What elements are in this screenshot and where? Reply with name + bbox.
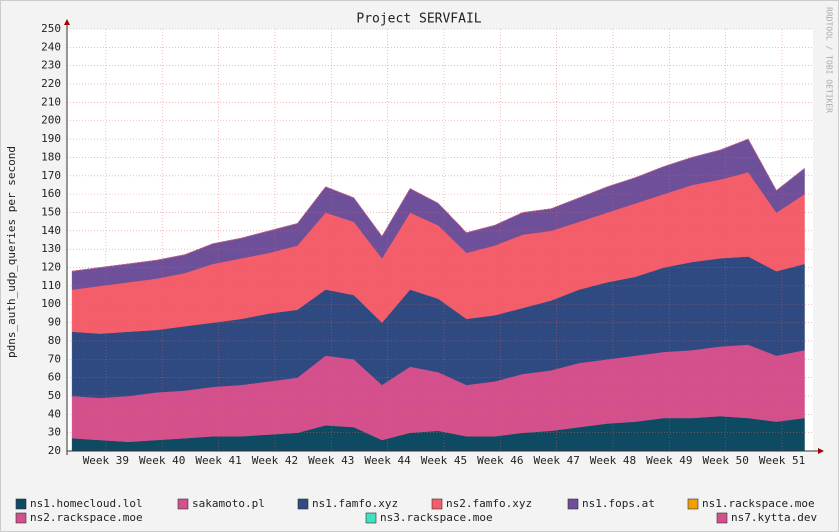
x-tick-label: Week 41 bbox=[195, 454, 241, 467]
legend-label: ns1.homecloud.lol bbox=[30, 497, 143, 510]
x-tick-label: Week 42 bbox=[252, 454, 298, 467]
y-tick-label: 110 bbox=[41, 279, 61, 292]
legend-swatch bbox=[431, 498, 443, 510]
y-tick-label: 100 bbox=[41, 297, 61, 310]
y-tick-label: 120 bbox=[41, 261, 61, 274]
x-tick-label: Week 43 bbox=[308, 454, 354, 467]
grid bbox=[67, 28, 813, 452]
y-tick-label: 60 bbox=[48, 371, 61, 384]
x-tick-label: Week 51 bbox=[759, 454, 805, 467]
x-tick-label: Week 47 bbox=[533, 454, 579, 467]
x-tick-label: Week 39 bbox=[83, 454, 129, 467]
y-tick-label: 220 bbox=[41, 77, 61, 90]
legend-swatch bbox=[716, 512, 728, 524]
y-tick-label: 50 bbox=[48, 389, 61, 402]
y-axis-label: pdns_auth_udp_queries per second bbox=[5, 146, 18, 358]
y-tick-label: 30 bbox=[48, 426, 61, 439]
area bbox=[72, 138, 805, 272]
labels: 20 30 40 50 60 70 80 90 100 110 120 130 140 150 160 170… bbox=[41, 22, 805, 467]
legend-swatch bbox=[567, 498, 579, 510]
y-tick-label: 130 bbox=[41, 242, 61, 255]
areas bbox=[71, 138, 805, 451]
legend-swatch bbox=[15, 498, 27, 510]
x-tick-label: Week 50 bbox=[702, 454, 748, 467]
x-tick-label: Week 40 bbox=[139, 454, 185, 467]
y-tick-label: 250 bbox=[41, 22, 61, 35]
legend: ns1.homecloud.lol sakamoto.pl ns1.famfo.xy… bbox=[15, 497, 817, 524]
y-tick-label: 190 bbox=[41, 132, 61, 145]
legend-label: ns2.famfo.xyz bbox=[446, 497, 532, 510]
legend-label: ns1.fops.at bbox=[582, 497, 655, 510]
legend-swatch bbox=[177, 498, 189, 510]
y-tick-label: 170 bbox=[41, 169, 61, 182]
x-tick-label: Week 45 bbox=[421, 454, 467, 467]
y-tick-label: 70 bbox=[48, 352, 61, 365]
y-tick-label: 150 bbox=[41, 205, 61, 218]
y-tick-label: 230 bbox=[41, 59, 61, 72]
x-tick-label: Week 49 bbox=[646, 454, 692, 467]
legend-swatch bbox=[297, 498, 309, 510]
y-tick-label: 80 bbox=[48, 334, 61, 347]
y-arrow bbox=[64, 19, 70, 25]
y-tick-label: 90 bbox=[48, 316, 61, 329]
legend-label: ns3.rackspace.moe bbox=[380, 511, 493, 524]
x-tick-label: Week 48 bbox=[590, 454, 636, 467]
x-tick-label: Week 44 bbox=[364, 454, 411, 467]
y-tick-label: 240 bbox=[41, 40, 61, 53]
legend-swatch bbox=[365, 512, 377, 524]
legend-swatch bbox=[687, 498, 699, 510]
y-tick-label: 140 bbox=[41, 224, 61, 237]
legend-label: ns1.rackspace.moe bbox=[702, 497, 815, 510]
y-tick-label: 160 bbox=[41, 187, 61, 200]
y-tick-label: 40 bbox=[48, 407, 61, 420]
y-tick-label: 200 bbox=[41, 114, 61, 127]
legend-label: sakamoto.pl bbox=[192, 497, 265, 510]
y-tick-label: 210 bbox=[41, 95, 61, 108]
watermark: RRDTOOL / TOBI OETIKER bbox=[825, 7, 834, 113]
legend-label: ns7.kytta.dev bbox=[731, 511, 817, 524]
chart-title: Project SERVFAIL bbox=[356, 12, 481, 27]
y-tick-label: 20 bbox=[48, 444, 61, 457]
legend-label: ns2.rackspace.moe bbox=[30, 511, 143, 524]
legend-swatch bbox=[15, 512, 27, 524]
x-tick-label: Week 46 bbox=[477, 454, 523, 467]
x-arrow bbox=[818, 448, 824, 454]
legend-label: ns1.famfo.xyz bbox=[312, 497, 398, 510]
y-tick-label: 180 bbox=[41, 150, 61, 163]
